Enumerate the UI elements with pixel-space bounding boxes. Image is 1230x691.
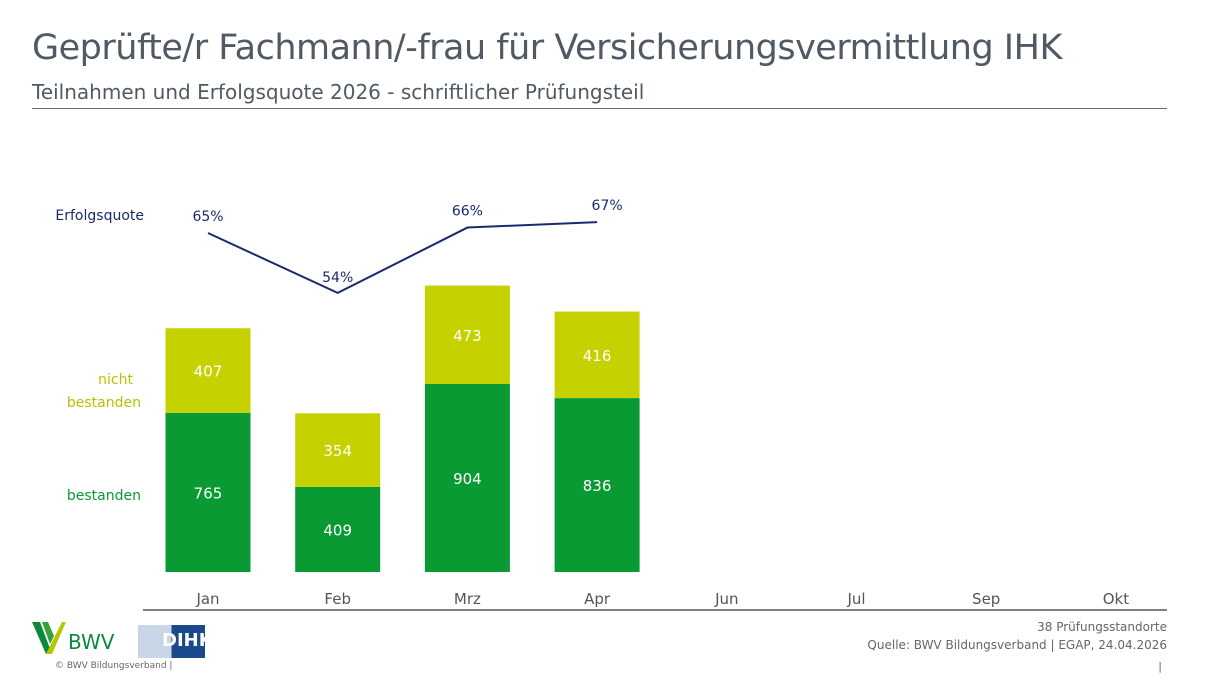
x-tick-label: Okt <box>1103 590 1129 608</box>
erfolgsquote-label: 67% <box>592 198 623 214</box>
page-subtitle: Teilnahmen und Erfolgsquote 2026 - schri… <box>32 80 645 104</box>
bar-nicht-bestanden-Jan <box>165 328 251 413</box>
data-label: 416 <box>583 347 612 365</box>
data-label: 473 <box>453 327 482 345</box>
erfolgsquote-label: 65% <box>192 209 223 225</box>
source-note: Quelle: BWV Bildungsverband | EGAP, 24.0… <box>867 638 1167 652</box>
bwv-logo-mark <box>32 622 66 654</box>
bar-bestanden-Apr <box>554 398 640 572</box>
legend-erfolgsquote: Erfolgsquote <box>55 208 144 224</box>
data-label: 836 <box>583 477 612 495</box>
x-tick-label: Apr <box>584 590 611 608</box>
bar-bestanden-Mrz <box>424 383 510 572</box>
bar-nicht-bestanden-Mrz <box>424 285 510 384</box>
dihk-logo-text: DIHK <box>162 630 213 651</box>
data-label: 904 <box>453 470 482 488</box>
bwv-logo: BWV <box>32 622 114 660</box>
page-title: Geprüfte/r Fachmann/-frau für Versicheru… <box>32 28 1062 68</box>
erfolgsquote-label: 54% <box>322 270 353 286</box>
data-label: 354 <box>323 442 352 460</box>
erfolgsquote-line <box>207 221 598 295</box>
bar-bestanden-Feb <box>295 486 381 572</box>
erfolgsquote-label: 66% <box>452 204 483 220</box>
bar-bestanden-Jan <box>165 412 251 572</box>
x-tick-label: Jun <box>714 590 738 608</box>
data-label: 407 <box>194 363 223 381</box>
data-label: 765 <box>194 484 223 502</box>
x-tick-label: Mrz <box>454 590 481 608</box>
locations-note: 38 Prüfungsstandorte <box>1037 620 1167 634</box>
copyright: © BWV Bildungsverband | <box>55 661 173 671</box>
bar-nicht-bestanden-Apr <box>554 311 640 399</box>
page-number: | <box>1158 660 1162 673</box>
bwv-logo-text: BWV <box>68 630 115 654</box>
x-tick-label: Feb <box>324 590 351 608</box>
legend-nicht-bestanden-1: nicht <box>98 372 133 388</box>
dihk-logo: DIHK <box>138 625 213 658</box>
legend-bestanden: bestanden <box>67 488 141 504</box>
legend-nicht-bestanden-2: bestanden <box>67 395 141 411</box>
x-tick-label: Sep <box>972 590 1000 608</box>
bar-nicht-bestanden-Feb <box>295 413 381 487</box>
data-label: 409 <box>323 521 352 539</box>
x-tick-label: Jul <box>846 590 865 608</box>
x-tick-label: Jan <box>195 590 219 608</box>
header-divider <box>32 108 1167 109</box>
